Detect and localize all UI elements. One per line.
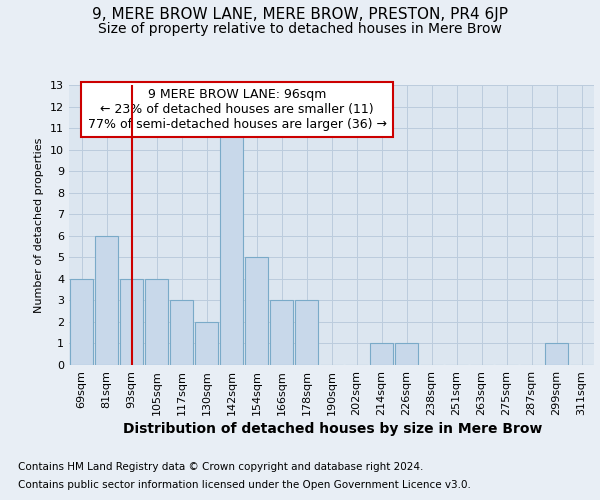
Text: Contains HM Land Registry data © Crown copyright and database right 2024.: Contains HM Land Registry data © Crown c… [18, 462, 424, 472]
Bar [220, 128, 243, 365]
Bar [270, 300, 293, 365]
Bar [145, 279, 168, 365]
Bar [95, 236, 118, 365]
Bar [295, 300, 318, 365]
Text: Distribution of detached houses by size in Mere Brow: Distribution of detached houses by size … [124, 422, 542, 436]
Bar [370, 344, 393, 365]
Bar [545, 344, 568, 365]
Bar [70, 279, 93, 365]
Bar [170, 300, 193, 365]
Text: 9 MERE BROW LANE: 96sqm
← 23% of detached houses are smaller (11)
77% of semi-de: 9 MERE BROW LANE: 96sqm ← 23% of detache… [88, 88, 386, 131]
Bar [195, 322, 218, 365]
Y-axis label: Number of detached properties: Number of detached properties [34, 138, 44, 312]
Bar [245, 258, 268, 365]
Bar [395, 344, 418, 365]
Text: Size of property relative to detached houses in Mere Brow: Size of property relative to detached ho… [98, 22, 502, 36]
Bar [120, 279, 143, 365]
Text: 9, MERE BROW LANE, MERE BROW, PRESTON, PR4 6JP: 9, MERE BROW LANE, MERE BROW, PRESTON, P… [92, 8, 508, 22]
Text: Contains public sector information licensed under the Open Government Licence v3: Contains public sector information licen… [18, 480, 471, 490]
